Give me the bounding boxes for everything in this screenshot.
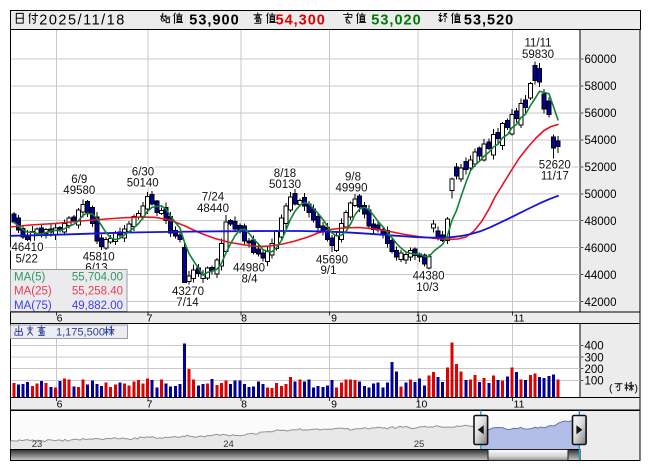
svg-text:44000: 44000 xyxy=(585,270,617,282)
svg-text:11: 11 xyxy=(514,313,525,325)
svg-text:23: 23 xyxy=(32,439,43,450)
svg-text:54000: 54000 xyxy=(585,135,617,147)
svg-text:(: ( xyxy=(609,383,613,395)
svg-text:44380: 44380 xyxy=(413,271,445,283)
svg-text:5/22: 5/22 xyxy=(16,254,38,266)
svg-text:59830: 59830 xyxy=(522,49,554,61)
svg-text:11/17: 11/17 xyxy=(541,170,569,182)
svg-text:9: 9 xyxy=(331,313,337,325)
svg-text:55,704.00: 55,704.00 xyxy=(72,272,123,284)
svg-text:45690: 45690 xyxy=(316,254,348,266)
svg-text:8: 8 xyxy=(241,313,247,325)
svg-text:49580: 49580 xyxy=(63,185,95,197)
svg-text:44980: 44980 xyxy=(233,262,265,274)
svg-text:46000: 46000 xyxy=(585,243,617,255)
svg-text:MA(75): MA(75) xyxy=(14,300,52,312)
svg-text:9: 9 xyxy=(331,399,337,411)
svg-text:46410: 46410 xyxy=(12,242,44,254)
svg-text:300: 300 xyxy=(585,352,604,364)
svg-text:53,520: 53,520 xyxy=(464,13,514,29)
svg-text:53,900: 53,900 xyxy=(189,13,239,29)
svg-text:56000: 56000 xyxy=(585,108,617,120)
svg-text:100: 100 xyxy=(585,376,604,388)
svg-text:52000: 52000 xyxy=(585,162,617,174)
svg-text:50000: 50000 xyxy=(585,189,617,201)
svg-text:50140: 50140 xyxy=(127,178,159,190)
svg-text:54,300: 54,300 xyxy=(276,13,326,29)
svg-text:10/3: 10/3 xyxy=(416,282,438,294)
svg-text:53,020: 53,020 xyxy=(371,13,421,29)
svg-text:49,882.00: 49,882.00 xyxy=(72,300,123,312)
svg-text:1,175,500: 1,175,500 xyxy=(56,327,105,339)
svg-text:48440: 48440 xyxy=(197,203,229,215)
svg-text:400: 400 xyxy=(585,341,604,353)
svg-text:6/9: 6/9 xyxy=(71,174,87,186)
svg-text:43270: 43270 xyxy=(172,286,204,298)
svg-text:2025/11/18: 2025/11/18 xyxy=(39,13,126,29)
svg-text:7/24: 7/24 xyxy=(202,192,225,204)
svg-text:9/8: 9/8 xyxy=(345,172,361,184)
svg-text:11/11: 11/11 xyxy=(524,38,551,50)
svg-text:24: 24 xyxy=(223,439,234,450)
svg-text:48000: 48000 xyxy=(585,216,617,228)
svg-text:6: 6 xyxy=(57,313,63,325)
svg-text:10: 10 xyxy=(416,399,428,411)
svg-text:): ) xyxy=(635,383,639,395)
svg-text:11: 11 xyxy=(514,399,525,411)
svg-text:10: 10 xyxy=(416,313,428,325)
svg-text:6/30: 6/30 xyxy=(132,167,154,179)
svg-text:MA(25): MA(25) xyxy=(14,286,52,298)
svg-text:7: 7 xyxy=(147,313,153,325)
svg-text:42000: 42000 xyxy=(585,297,617,309)
svg-text:50130: 50130 xyxy=(269,179,301,191)
svg-text:55,258.40: 55,258.40 xyxy=(72,286,123,298)
svg-text:7/14: 7/14 xyxy=(176,297,199,309)
svg-text:58000: 58000 xyxy=(585,81,617,93)
svg-text:9/1: 9/1 xyxy=(321,265,337,277)
svg-text:8/18: 8/18 xyxy=(274,168,296,180)
svg-text:60000: 60000 xyxy=(585,54,617,66)
svg-text:8: 8 xyxy=(241,399,247,411)
svg-text:52620: 52620 xyxy=(539,159,571,171)
svg-text:7: 7 xyxy=(147,399,153,411)
svg-text:8/4: 8/4 xyxy=(242,273,259,285)
svg-text:200: 200 xyxy=(585,364,604,376)
svg-text:6: 6 xyxy=(57,399,63,411)
svg-text:49990: 49990 xyxy=(336,183,368,195)
svg-text:MA(5): MA(5) xyxy=(14,272,45,284)
svg-text:45810: 45810 xyxy=(83,251,115,263)
svg-text:25: 25 xyxy=(414,439,425,450)
